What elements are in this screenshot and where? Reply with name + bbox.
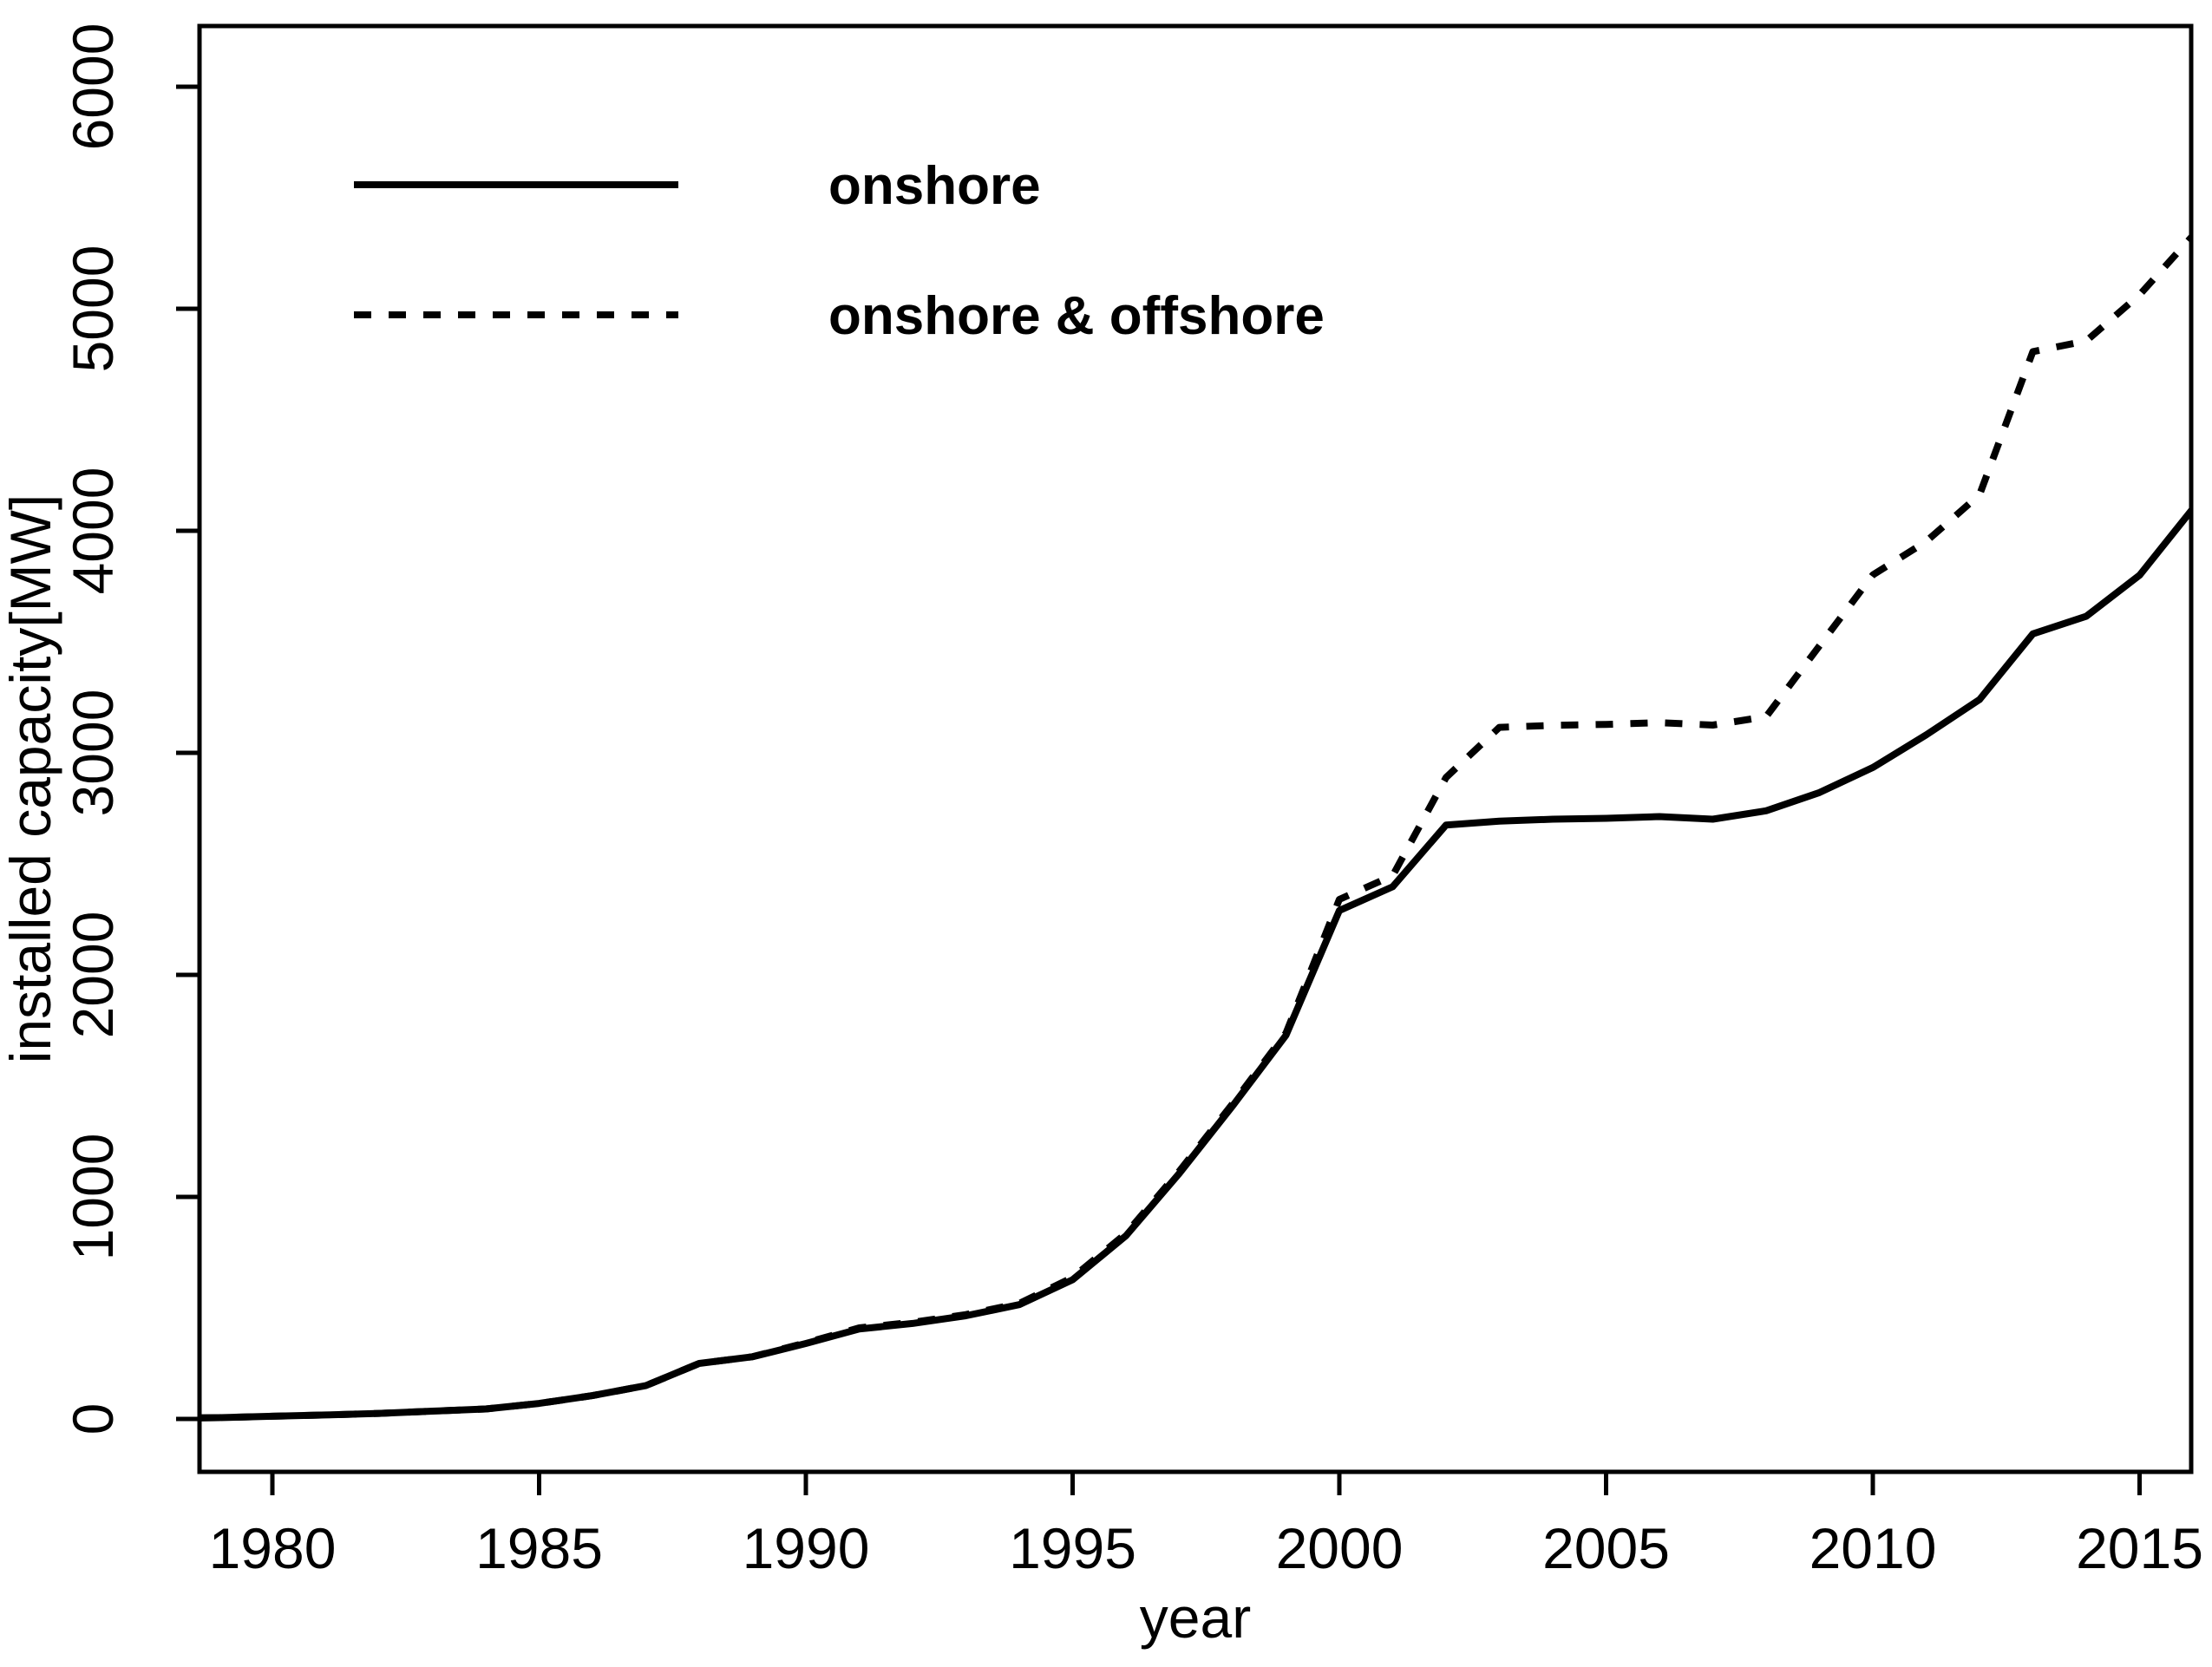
series-line-onshore-offshore — [200, 232, 2191, 1422]
x-tick-label: 2015 — [2076, 1516, 2203, 1580]
y-tick-label: 1000 — [61, 1134, 125, 1261]
x-axis-title: year — [1140, 1585, 1251, 1650]
x-tick-label: 1985 — [475, 1516, 603, 1580]
y-axis: 0 1000 2000 3000 4000 5000 6000 — [61, 23, 200, 1435]
legend-label-onshore-offshore: onshore & offshore — [828, 286, 1325, 346]
y-tick-label: 5000 — [61, 245, 125, 373]
legend-label-onshore: onshore — [828, 156, 1041, 216]
plot-area — [197, 23, 2194, 1474]
x-axis: 1980 1985 1990 1995 2000 2005 2010 2015 — [209, 1472, 2203, 1580]
x-tick-label: 2010 — [1810, 1516, 1937, 1580]
x-tick-label: 1980 — [209, 1516, 337, 1580]
x-tick-label: 1995 — [1009, 1516, 1136, 1580]
series-group — [200, 232, 2191, 1422]
series-line-onshore — [200, 506, 2191, 1422]
y-axis-title: installed capacity[MW] — [0, 494, 62, 1064]
y-tick-label: 3000 — [61, 690, 125, 817]
x-tick-label: 2000 — [1276, 1516, 1404, 1580]
y-tick-label: 6000 — [61, 23, 125, 151]
y-tick-label: 0 — [61, 1403, 125, 1435]
y-tick-label: 4000 — [61, 467, 125, 595]
y-tick-label: 2000 — [61, 912, 125, 1039]
x-tick-label: 2005 — [1542, 1516, 1670, 1580]
legend: onshore onshore & offshore — [354, 156, 1325, 346]
x-tick-label: 1990 — [743, 1516, 870, 1580]
